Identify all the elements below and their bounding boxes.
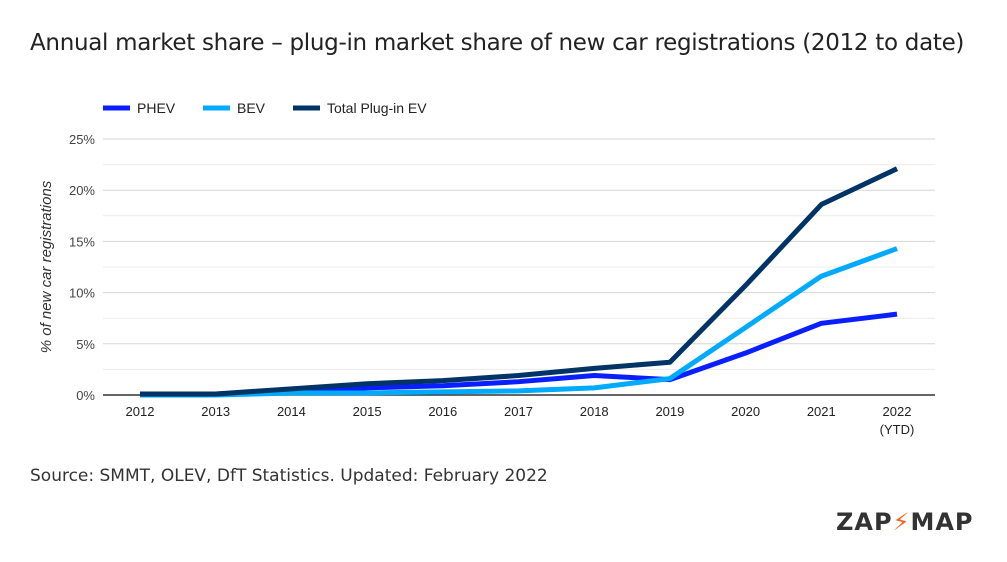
y-axis-label: % of new car registrations	[38, 180, 55, 353]
x-tick-label: 2012	[126, 404, 155, 419]
x-tick-sublabel: (YTD)	[880, 422, 915, 437]
x-tick-label: 2014	[277, 404, 306, 419]
x-tick-label: 2016	[428, 404, 457, 419]
x-tick-label: 2019	[655, 404, 684, 419]
legend-label: PHEV	[137, 100, 176, 116]
legend-label: Total Plug-in EV	[327, 100, 427, 116]
source-note: Source: SMMT, OLEV, DfT Statistics. Upda…	[30, 466, 548, 486]
y-tick-label: 25%	[69, 132, 95, 147]
x-tick-label: 2017	[504, 404, 533, 419]
x-tick-label: 2021	[807, 404, 836, 419]
x-tick-label: 2013	[201, 404, 230, 419]
legend-label: BEV	[237, 100, 266, 116]
y-tick-label: 0%	[76, 388, 95, 403]
series-line-total-plug-in-ev	[140, 166, 899, 397]
zapmap-logo: ZAP⚡MAP	[836, 508, 974, 536]
y-tick-label: 20%	[69, 183, 95, 198]
series-line-bev	[140, 246, 898, 398]
series-line-phev	[140, 311, 898, 397]
y-tick-label: 15%	[69, 234, 95, 249]
x-tick-label: 2022	[883, 404, 912, 419]
x-tick-label: 2018	[580, 404, 609, 419]
x-tick-label: 2020	[731, 404, 760, 419]
x-tick-label: 2015	[353, 404, 382, 419]
y-tick-label: 5%	[76, 337, 95, 352]
chart-title: Annual market share – plug-in market sha…	[30, 30, 965, 56]
y-tick-label: 10%	[69, 286, 95, 301]
